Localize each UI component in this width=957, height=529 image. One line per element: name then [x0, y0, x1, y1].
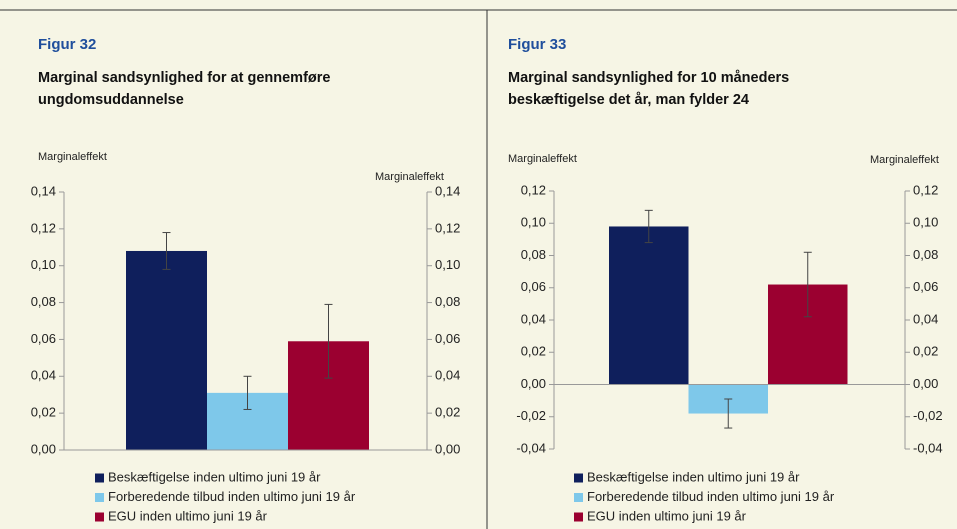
y-tick-label: 0,04: [521, 311, 546, 326]
y2-tick-label: 0,00: [913, 376, 938, 391]
y-tick-label: 0,06: [521, 279, 546, 294]
y-axis-label: Marginaleffekt: [508, 153, 577, 165]
y-tick-label: 0,02: [521, 344, 546, 359]
y2-tick-label: 0,02: [913, 344, 938, 359]
error-bar: [324, 303, 333, 379]
y2-tick-label: 0,10: [913, 215, 938, 230]
chart-title: Marginal sandsynlighed for at gennemføre…: [38, 70, 331, 108]
figure-label: Figur 33: [508, 36, 567, 53]
y2-axis-label: Marginaleffekt: [375, 171, 444, 183]
bar: [609, 226, 689, 385]
y2-tick-label: 0,14: [435, 183, 460, 198]
y-tick-label: 0,00: [31, 441, 56, 456]
legend-swatch: [95, 473, 104, 483]
y-tick-label: 0,10: [521, 215, 546, 230]
y2-tick-label: 0,12: [913, 182, 938, 197]
y-tick-label: 0,08: [521, 247, 546, 262]
legend-swatch: [95, 493, 104, 502]
y2-tick-label: 0,00: [435, 441, 460, 456]
y-tick-label: 0,00: [521, 376, 546, 391]
legend-swatch: [574, 493, 583, 502]
y-tick-label: 0,02: [31, 405, 56, 420]
y2-tick-label: 0,10: [435, 257, 460, 272]
legend-label: Beskæftigelse inden ultimo juni 19 år: [587, 469, 800, 484]
legend-swatch: [574, 473, 583, 483]
legend-swatch: [574, 512, 583, 522]
error-bar: [724, 398, 733, 429]
y2-axis-label: Marginaleffekt: [870, 154, 939, 166]
error-bar: [243, 375, 252, 410]
y-tick-label: 0,10: [31, 257, 56, 272]
y-tick-label: -0,04: [516, 440, 546, 455]
y-tick-label: 0,12: [521, 182, 546, 197]
y2-tick-label: 0,04: [913, 311, 938, 326]
y2-tick-label: 0,12: [435, 220, 460, 235]
y2-tick-label: 0,08: [913, 247, 938, 262]
chart-title: Marginal sandsynlighed for 10 måneders b…: [508, 70, 790, 108]
y-axis-label: Marginaleffekt: [38, 151, 107, 163]
y-tick-label: -0,02: [516, 408, 546, 423]
y2-tick-label: 0,06: [913, 279, 938, 294]
legend-swatch: [95, 512, 104, 522]
legend-label: EGU inden ultimo juni 19 år: [587, 508, 747, 523]
y-tick-label: 0,08: [31, 294, 56, 309]
legend-label: Beskæftigelse inden ultimo juni 19 år: [108, 469, 321, 484]
legend-label: EGU inden ultimo juni 19 år: [108, 508, 268, 523]
y2-tick-label: -0,04: [913, 440, 943, 455]
y2-tick-label: 0,04: [435, 368, 460, 383]
figure-label: Figur 32: [38, 36, 97, 53]
legend-label: Forberedende tilbud inden ultimo juni 19…: [587, 489, 835, 504]
y2-tick-label: -0,02: [913, 408, 943, 423]
y-tick-label: 0,04: [31, 368, 56, 383]
y-tick-label: 0,12: [31, 220, 56, 235]
y-tick-label: 0,06: [31, 331, 56, 346]
bar: [126, 250, 207, 450]
error-bar: [803, 251, 812, 318]
error-bar: [162, 232, 171, 270]
legend-label: Forberedende tilbud inden ultimo juni 19…: [108, 489, 356, 504]
y2-tick-label: 0,08: [435, 294, 460, 309]
y-tick-label: 0,14: [31, 183, 56, 198]
y2-tick-label: 0,02: [435, 405, 460, 420]
y2-tick-label: 0,06: [435, 331, 460, 346]
error-bar: [644, 209, 653, 244]
